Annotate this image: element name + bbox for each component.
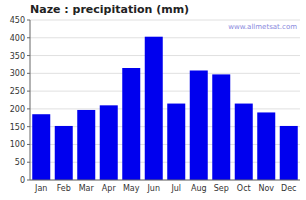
y-tick-label: 300: [10, 69, 25, 78]
x-tick-label: Dec: [281, 184, 296, 193]
y-tick-label: 350: [10, 52, 25, 61]
bar: [167, 104, 185, 180]
chart-container: 0 50 100 150 200 250 300 350 400 450 Jan Feb Mar Apr M…: [0, 0, 306, 200]
x-tick-label: Apr: [102, 184, 117, 193]
x-tick-label: Nov: [258, 184, 274, 193]
bars: [32, 37, 298, 180]
grid-line: [30, 73, 300, 74]
grid-line: [30, 108, 300, 109]
y-tick-label: 450: [10, 16, 25, 25]
y-tick-label: 100: [10, 140, 25, 149]
y-tick-label: 200: [10, 105, 25, 114]
x-tick-label: May: [123, 184, 140, 193]
x-tick-label: Jul: [170, 184, 181, 193]
grid-line: [30, 20, 300, 21]
bar: [32, 114, 50, 180]
bar: [122, 68, 140, 180]
y-tick-label: 50: [15, 158, 25, 167]
title: Naze : precipitation (mm): [30, 3, 189, 16]
grid: [30, 20, 300, 180]
bar: [77, 110, 95, 180]
bar: [235, 104, 253, 180]
x-tick-label: Jun: [147, 184, 161, 193]
chart-svg: 0 50 100 150 200 250 300 350 400 450 Jan Feb Mar Apr M…: [0, 0, 306, 200]
x-tick-label: Feb: [57, 184, 71, 193]
y-axis-line: [30, 20, 31, 180]
bar: [100, 105, 118, 180]
bar: [212, 74, 230, 180]
bar: [257, 112, 275, 180]
grid-line: [30, 37, 300, 38]
y-tick-label: 0: [20, 176, 25, 185]
grid-line: [30, 91, 300, 92]
grid-line: [30, 180, 300, 181]
grid-line: [30, 55, 300, 56]
x-tick-label: Sep: [214, 184, 229, 193]
x-tick-label: Mar: [79, 184, 95, 193]
x-tick-label: Aug: [191, 184, 207, 193]
bar: [55, 126, 73, 180]
x-axis: Jan Feb Mar Apr May Jun Jul Aug Sep Oct Nov Dec: [34, 184, 296, 193]
y-tick-label: 150: [10, 123, 25, 132]
bar: [190, 70, 208, 180]
annotation: www.allmetsat.com: [228, 23, 297, 31]
y-tick-label: 400: [10, 34, 25, 43]
y-axis: 0 50 100 150 200 250 300 350 400 450: [10, 16, 30, 185]
bar: [280, 126, 298, 180]
bar: [145, 37, 163, 180]
x-tick-label: Oct: [237, 184, 251, 193]
x-tick-label: Jan: [34, 184, 47, 193]
x-axis-line: [30, 180, 300, 181]
y-tick-label: 250: [10, 87, 25, 96]
